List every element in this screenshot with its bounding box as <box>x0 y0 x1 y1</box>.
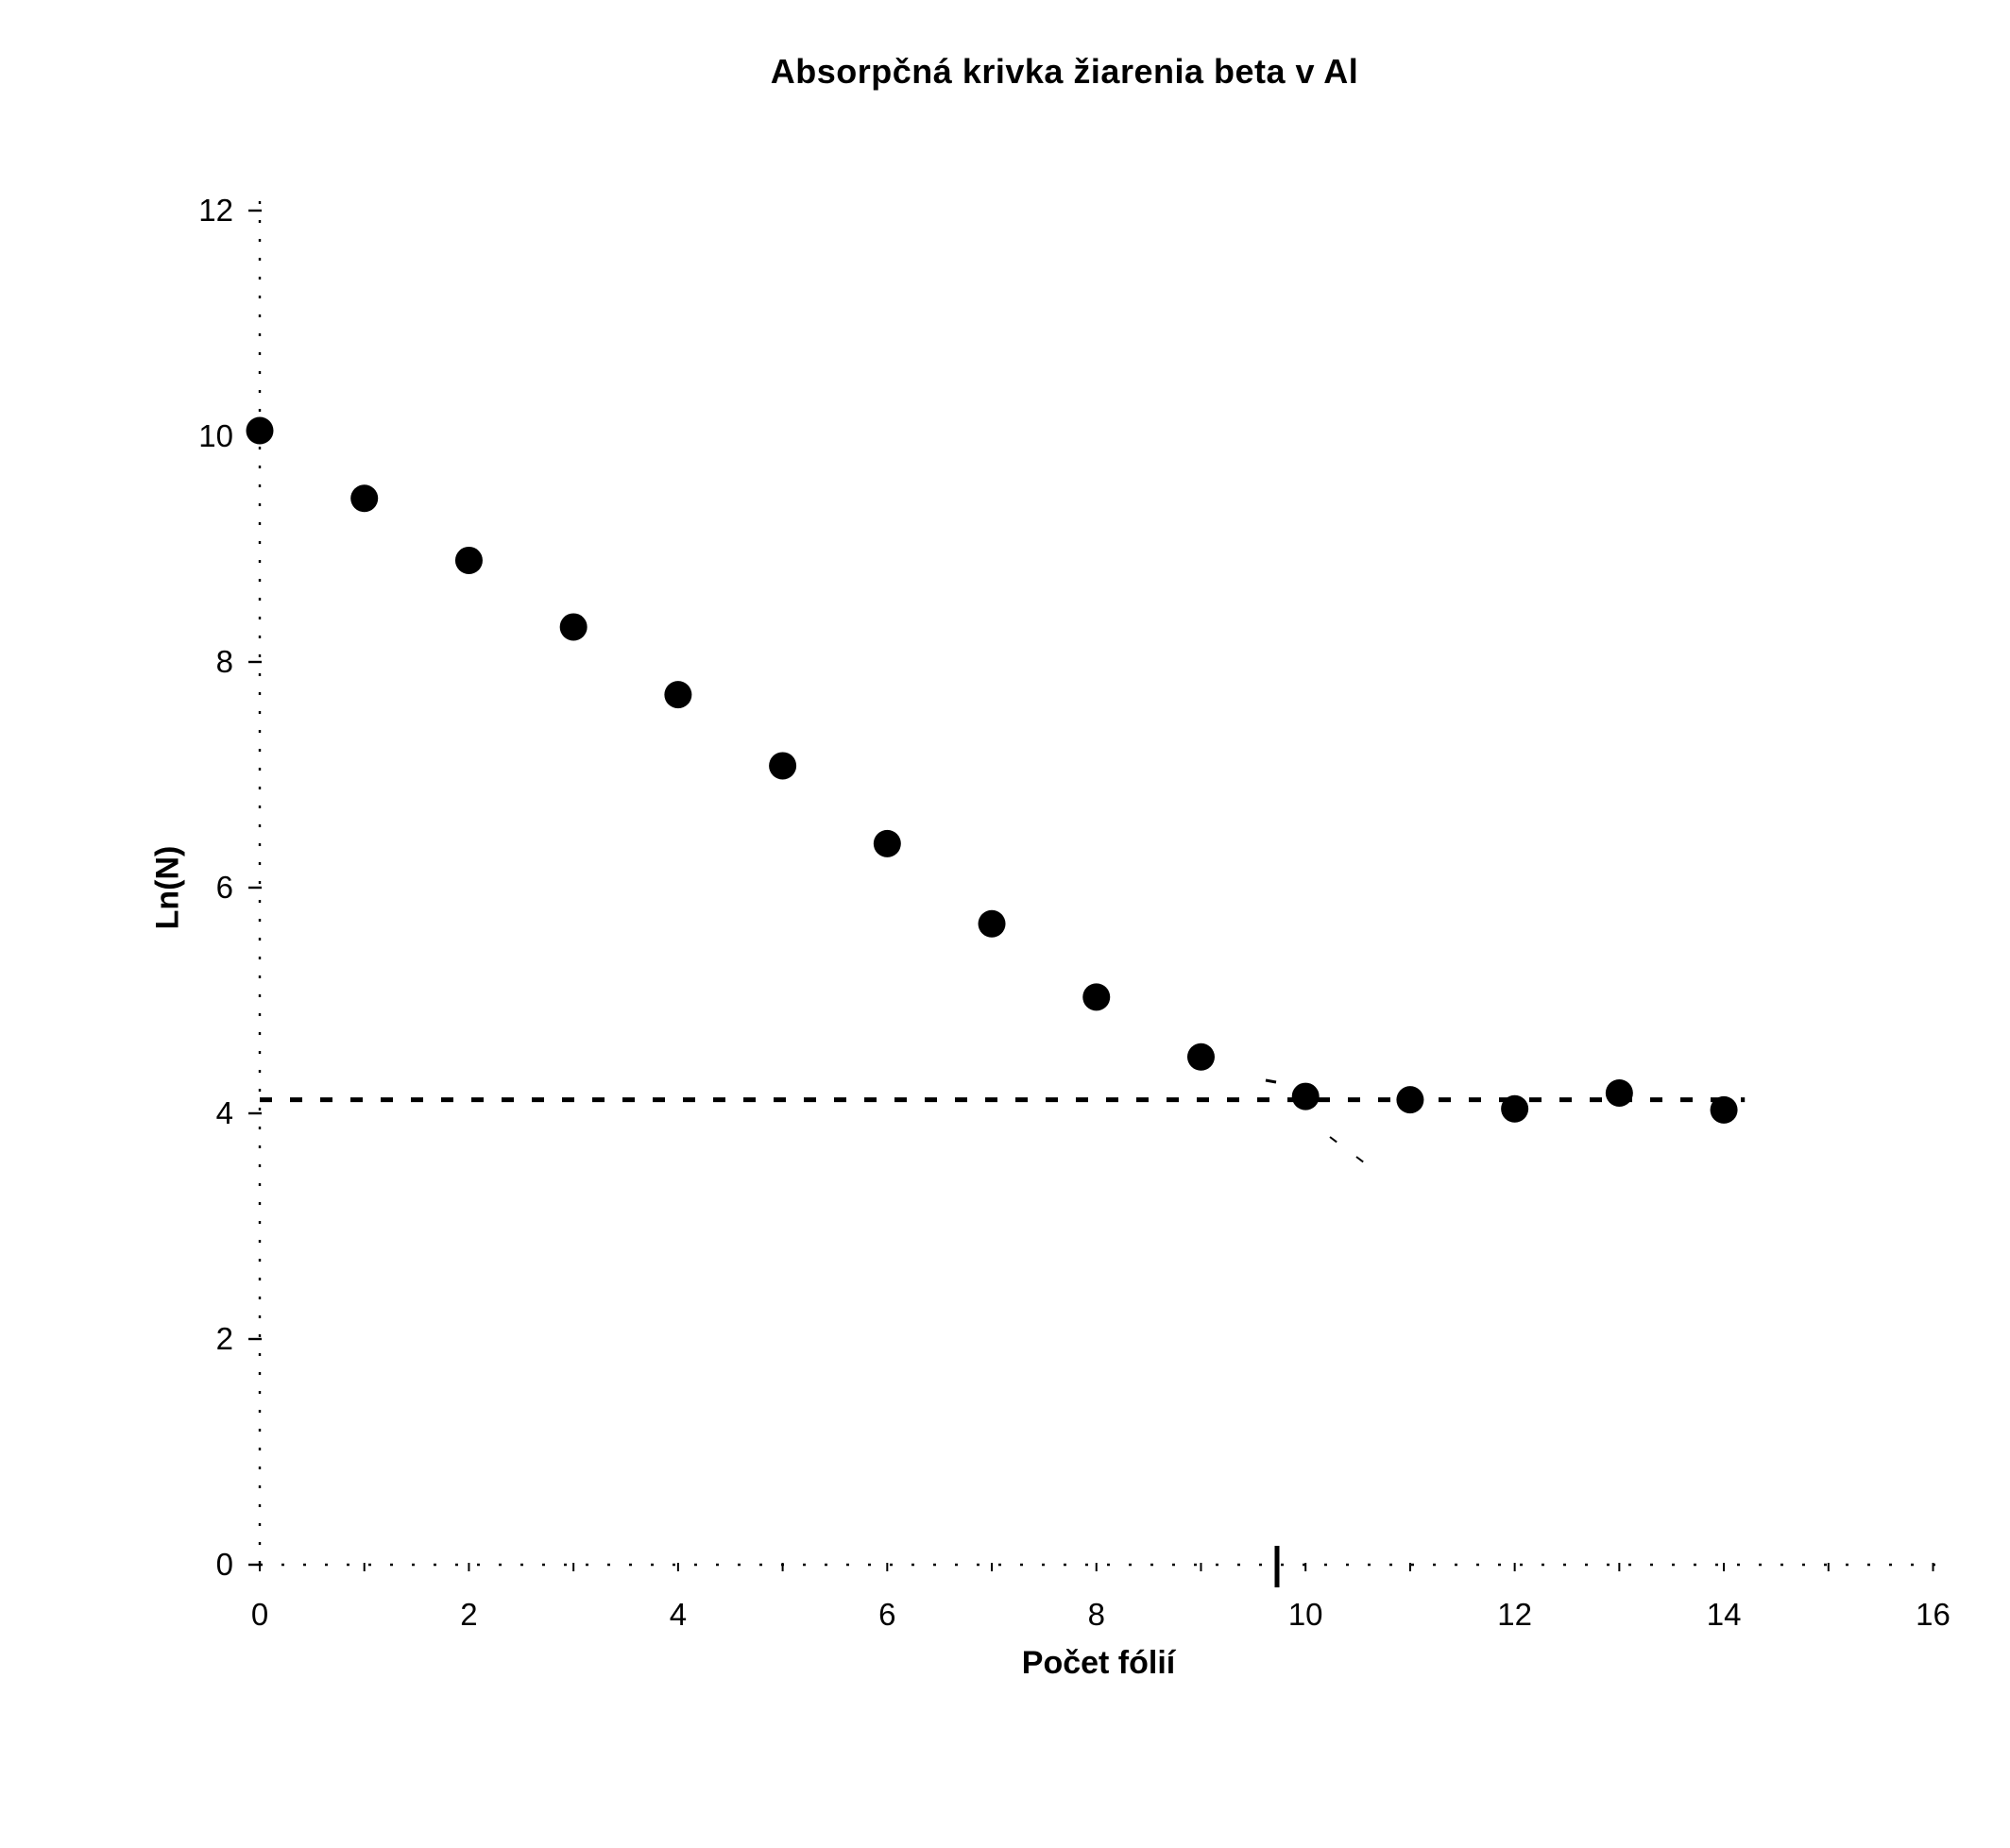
y-axis-tick-label: 10 <box>198 418 233 453</box>
data-point <box>1710 1095 1738 1124</box>
x-axis-tick-label: 12 <box>1497 1597 1532 1632</box>
x-axis-tick-label: 2 <box>460 1597 477 1632</box>
y-axis-tick-label: 12 <box>198 193 233 228</box>
data-point <box>1082 983 1111 1011</box>
data-point <box>873 829 901 857</box>
data-point <box>246 416 274 445</box>
data-point <box>1605 1078 1633 1107</box>
data-point <box>978 909 1006 938</box>
y-axis-tick-label: 4 <box>216 1095 233 1130</box>
y-axis-tick-label: 0 <box>216 1547 233 1582</box>
x-axis-tick-label: 6 <box>878 1597 895 1632</box>
data-point <box>1291 1082 1320 1110</box>
x-axis-tick-label: 4 <box>670 1597 687 1632</box>
y-axis-tick-label: 6 <box>216 870 233 905</box>
data-point <box>350 484 379 513</box>
data-point <box>1186 1043 1215 1071</box>
x-axis-tick-label: 16 <box>1916 1597 1950 1632</box>
data-point <box>664 681 692 709</box>
data-point <box>1396 1086 1424 1114</box>
data-point <box>454 546 483 574</box>
x-axis-tick-label: 10 <box>1288 1597 1323 1632</box>
x-axis-tick-label: 14 <box>1707 1597 1742 1632</box>
x-axis-title: Počet fólií <box>1021 1645 1176 1681</box>
y-axis-tick-label: 2 <box>216 1321 233 1356</box>
chart-title: Absorpčná krivka žiarenia beta v Al <box>770 52 1359 91</box>
x-axis-tick-label: 8 <box>1088 1597 1105 1632</box>
data-point <box>1501 1094 1529 1123</box>
scan-artifact-mark <box>1265 1078 1277 1084</box>
data-point <box>769 752 797 780</box>
scan-artifact-mark <box>1329 1136 1384 1178</box>
data-point <box>559 613 588 641</box>
y-axis-tick-label: 8 <box>216 644 233 679</box>
x-axis-tick-label: 0 <box>251 1597 268 1632</box>
